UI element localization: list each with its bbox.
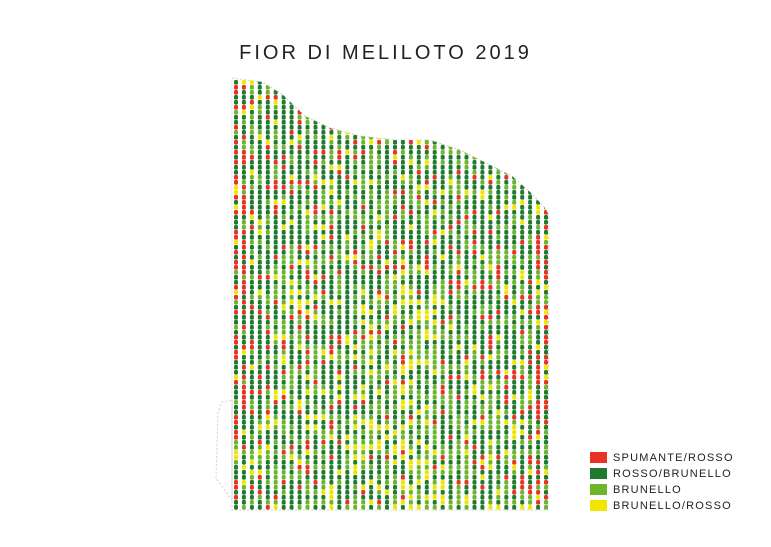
legend-label-brunello: BRUNELLO <box>613 483 682 496</box>
legend-label-spumante-rosso: SPUMANTE/ROSSO <box>613 451 734 464</box>
legend-item-spumante-rosso: SPUMANTE/ROSSO <box>590 450 734 465</box>
legend-item-brunello: BRUNELLO <box>590 482 734 497</box>
legend-swatch-brunello-rosso <box>590 500 607 511</box>
map-title: FIOR DI MELILOTO 2019 <box>239 42 532 64</box>
legend-swatch-brunello <box>590 484 607 495</box>
vine-rows <box>234 80 548 510</box>
legend-item-brunello-rosso: BRUNELLO/ROSSO <box>590 498 734 513</box>
legend: SPUMANTE/ROSSO ROSSO/BRUNELLO BRUNELLO B… <box>590 450 734 514</box>
legend-swatch-rosso-brunello <box>590 468 607 479</box>
legend-swatch-spumante-rosso <box>590 452 607 463</box>
legend-label-brunello-rosso: BRUNELLO/ROSSO <box>613 499 732 512</box>
legend-label-rosso-brunello: ROSSO/BRUNELLO <box>613 467 732 480</box>
legend-item-rosso-brunello: ROSSO/BRUNELLO <box>590 466 734 481</box>
